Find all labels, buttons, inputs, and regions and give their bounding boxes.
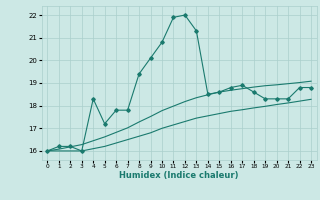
- X-axis label: Humidex (Indice chaleur): Humidex (Indice chaleur): [119, 171, 239, 180]
